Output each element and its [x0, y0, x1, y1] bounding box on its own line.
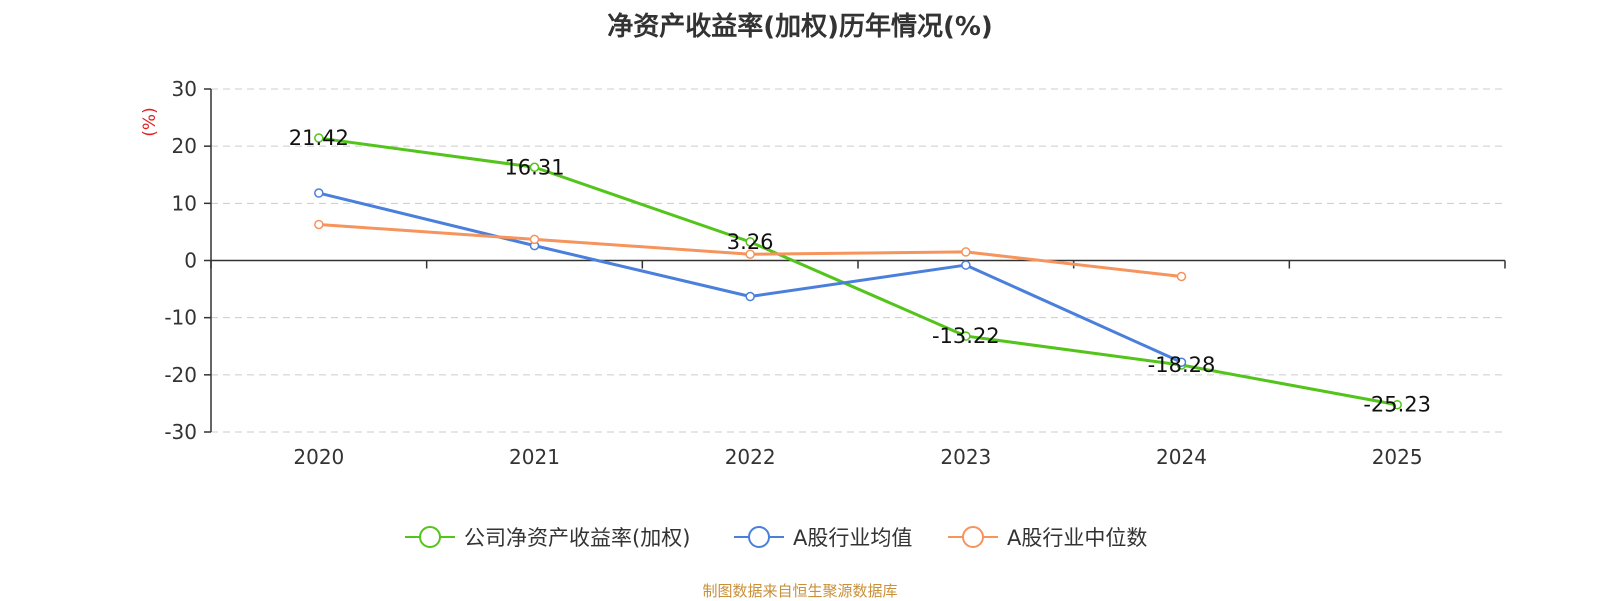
data-label: 21.42: [289, 126, 349, 150]
series-line-1: [318, 136, 1398, 407]
data-point: [314, 219, 324, 230]
data-point: [1176, 271, 1187, 282]
data-point: [314, 133, 324, 143]
x-axis-ticks: 2020 2021 2022 2023 2024 2025: [210, 260, 1506, 469]
series-group: [314, 133, 1402, 410]
legend-item[interactable]: 公司净资产收益率(加权): [404, 522, 690, 552]
y-tick-label: 30: [172, 77, 197, 101]
series-line-2: [318, 191, 1183, 364]
legend-swatch-icon: [405, 526, 455, 548]
x-tick-label: 2020: [293, 445, 344, 469]
data-label: -18.28: [1148, 353, 1216, 377]
legend-label: 公司净资产收益率(加权): [464, 526, 691, 550]
y-tick-label: 10: [172, 191, 197, 215]
x-tick-label: 2023: [940, 445, 991, 469]
legend: 公司净资产收益率(加权) A股行业均值 A股行业中位数: [0, 522, 1600, 552]
data-label: 3.26: [727, 230, 774, 254]
legend-item[interactable]: A股行业均值: [733, 522, 912, 552]
legend-swatch-icon: [948, 526, 998, 548]
data-label: 16.31: [504, 155, 564, 179]
data-label: -13.22: [932, 324, 1000, 348]
y-tick-label: -20: [164, 363, 197, 387]
y-tick-label: -10: [164, 306, 197, 330]
data-point: [1176, 357, 1187, 368]
y-tick-label: -30: [164, 420, 197, 444]
data-point: [529, 162, 540, 173]
data-point: [314, 188, 324, 198]
y-tick-label: 0: [184, 249, 197, 273]
data-point: [961, 331, 971, 341]
data-label: -25.23: [1363, 393, 1431, 417]
data-point: [961, 247, 971, 257]
data-labels: 21.42 16.31 3.26 -13.22 -18.28 -25.23: [289, 126, 1431, 417]
x-tick-label: 2025: [1372, 445, 1423, 469]
chart-title: 净资产收益率(加权)历年情况(%): [607, 12, 993, 42]
data-point: [1392, 399, 1402, 410]
legend-label: A股行业中位数: [1007, 526, 1148, 550]
x-tick-label: 2024: [1156, 445, 1207, 469]
legend-swatch-icon: [734, 526, 784, 548]
data-point: [745, 249, 755, 259]
data-point: [529, 234, 540, 245]
x-tick-label: 2022: [725, 445, 776, 469]
data-point: [961, 260, 971, 270]
data-point: [745, 291, 755, 302]
source-note: 制图数据来自恒生聚源数据库: [702, 582, 898, 600]
legend-label: A股行业均值: [793, 526, 913, 550]
data-point: [745, 237, 755, 247]
legend-item[interactable]: A股行业中位数: [947, 522, 1147, 552]
y-tick-label: 20: [172, 134, 197, 158]
y-axis-ticks: 30 20 10 0 -10 -20 -30: [164, 77, 211, 444]
x-tick-label: 2021: [509, 445, 560, 469]
y-axis-label: (%): [140, 107, 160, 136]
